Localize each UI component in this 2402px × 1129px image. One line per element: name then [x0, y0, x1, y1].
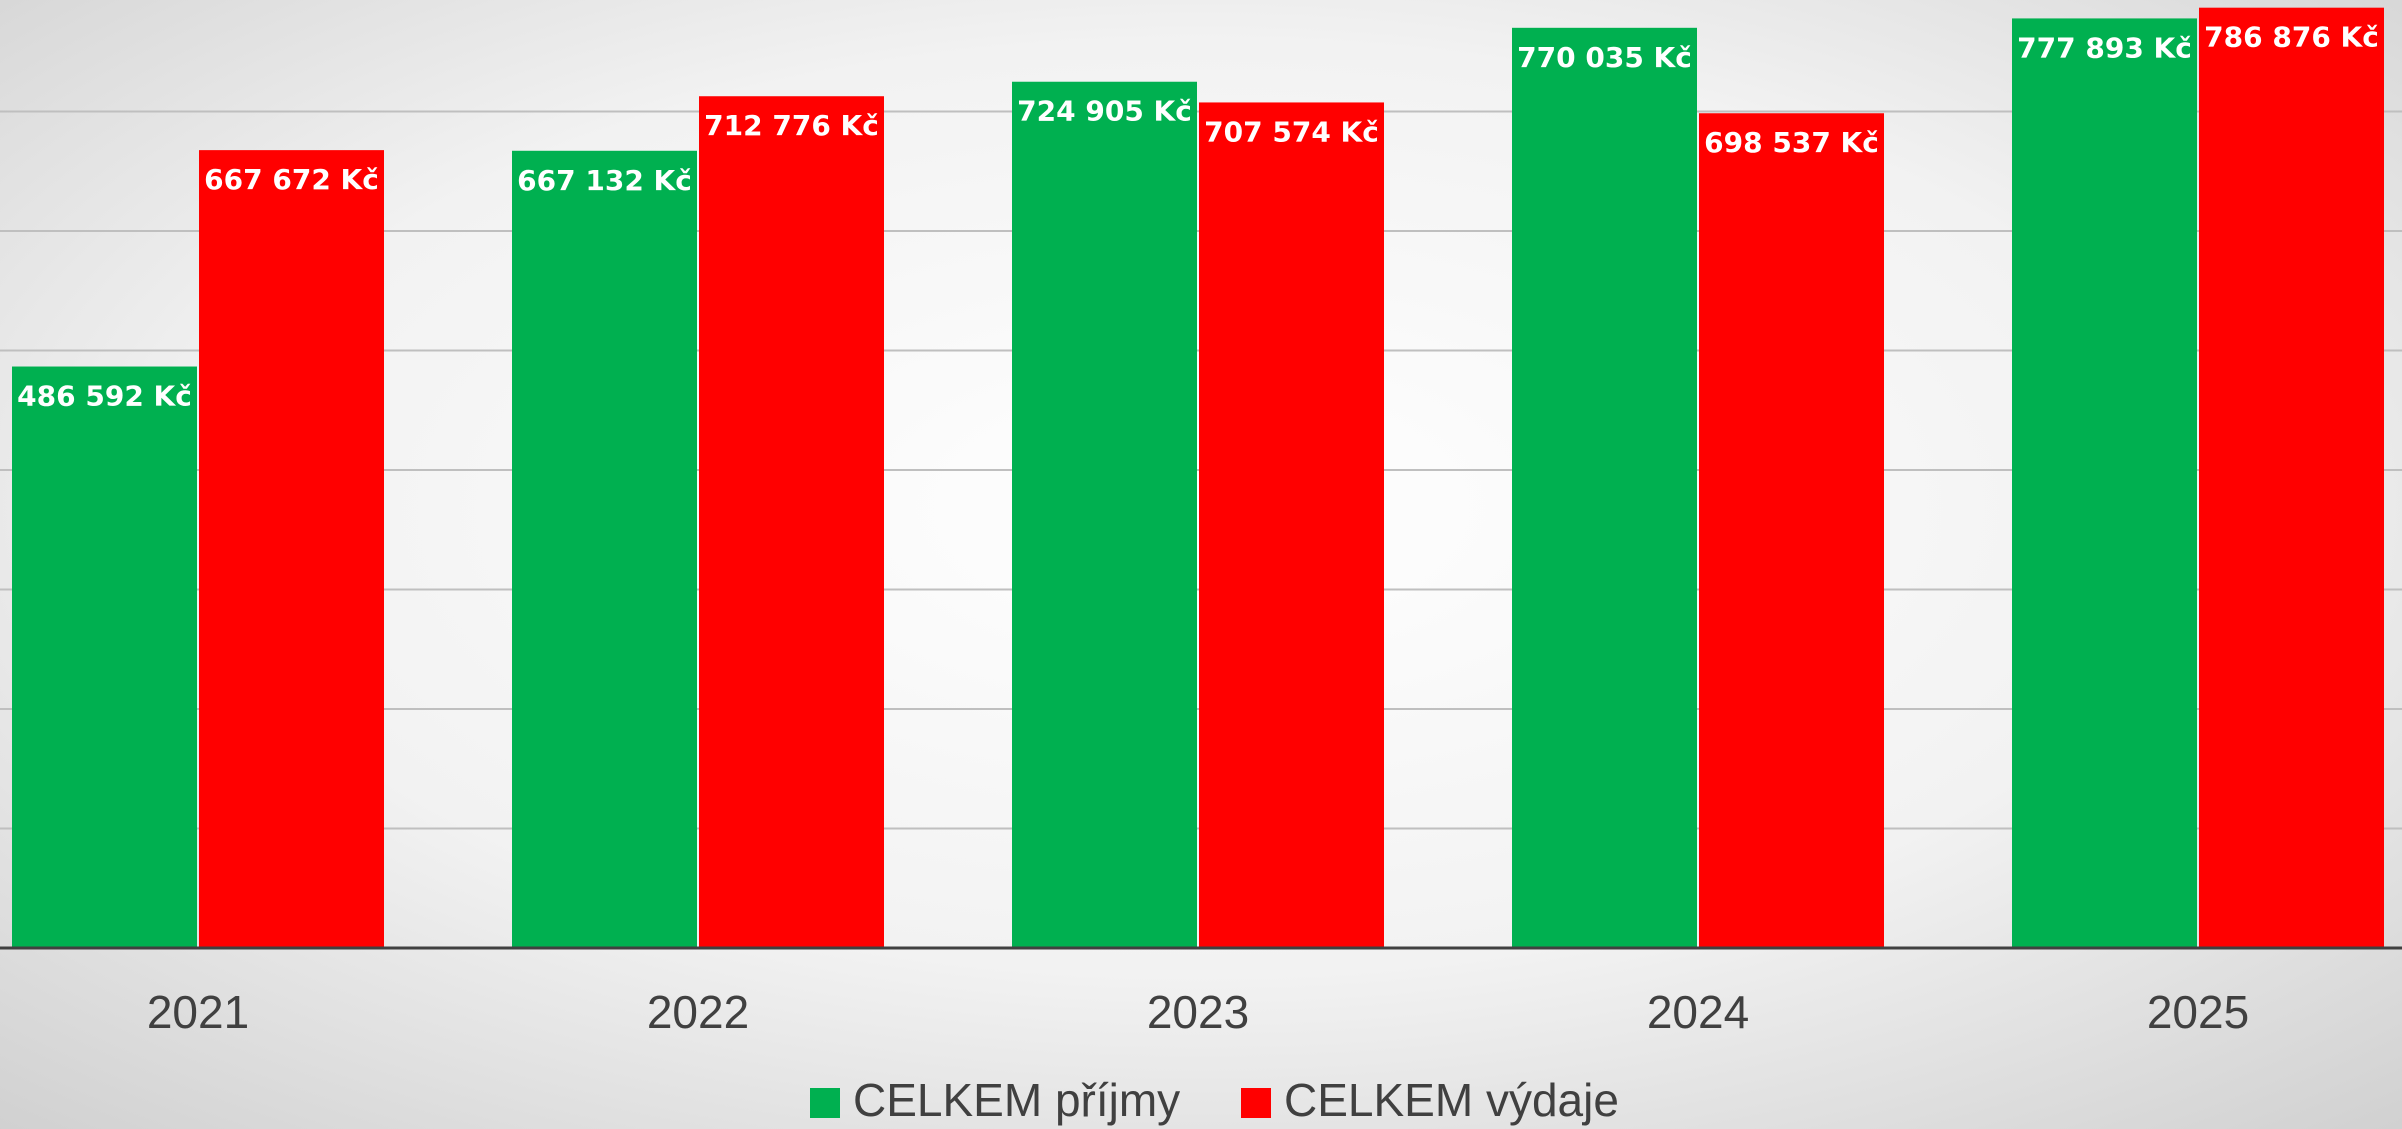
- bar: [1199, 102, 1384, 948]
- x-tick-label: 2025: [2147, 986, 2249, 1038]
- data-label: 667 672 Kč: [204, 163, 379, 196]
- bar: [512, 150, 697, 948]
- x-tick-label: 2022: [647, 986, 749, 1038]
- bar: [1512, 27, 1697, 949]
- x-tick-label: 2024: [1647, 986, 1749, 1038]
- data-label: 724 905 Kč: [1017, 95, 1192, 128]
- data-label: 707 574 Kč: [1204, 115, 1379, 148]
- x-tick-label: 2021: [147, 986, 249, 1038]
- data-label: 486 592 Kč: [17, 380, 192, 413]
- bar: [1699, 113, 1884, 948]
- bar: [699, 96, 884, 949]
- data-label: 770 035 Kč: [1517, 41, 1692, 74]
- legend-label: CELKEM výdaje: [1284, 1074, 1619, 1126]
- bar: [2199, 7, 2384, 949]
- data-label: 667 132 Kč: [517, 164, 692, 197]
- legend-swatch: [1241, 1088, 1271, 1118]
- legend-swatch: [810, 1088, 840, 1118]
- bar: [199, 150, 384, 948]
- data-label: 786 876 Kč: [2204, 21, 2379, 54]
- x-tick-label: 2023: [1147, 986, 1249, 1038]
- bar: [1012, 81, 1197, 948]
- bar: [2012, 18, 2197, 949]
- data-label: 712 776 Kč: [704, 109, 879, 142]
- bar: [12, 366, 197, 948]
- legend-label: CELKEM příjmy: [853, 1074, 1180, 1126]
- data-label: 698 537 Kč: [1704, 126, 1879, 159]
- data-label: 777 893 Kč: [2017, 31, 2192, 64]
